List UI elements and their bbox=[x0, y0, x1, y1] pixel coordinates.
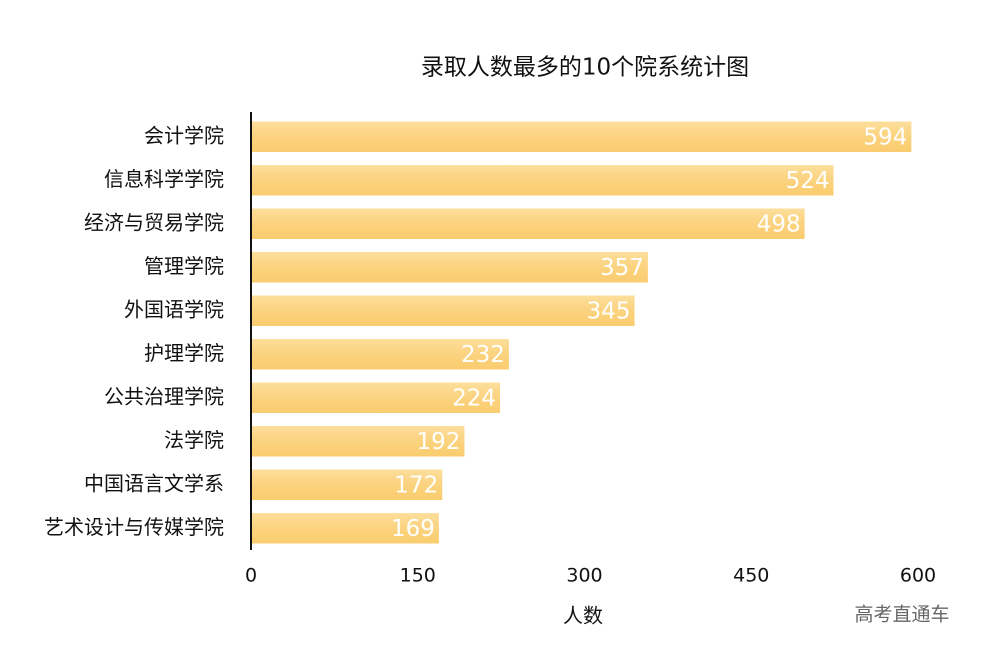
x-tick-label: 0 bbox=[245, 565, 257, 587]
y-tick-label: 艺术设计与传媒学院 bbox=[44, 515, 224, 539]
watermark: 高考直通车 bbox=[854, 604, 949, 626]
bar-shade bbox=[251, 513, 439, 544]
y-tick-label: 会计学院 bbox=[144, 123, 224, 147]
bar-shade bbox=[251, 382, 501, 413]
bar-shade bbox=[251, 252, 648, 283]
y-tick-label: 公共治理学院 bbox=[104, 384, 224, 408]
y-tick-label: 外国语学院 bbox=[124, 297, 224, 321]
value-label: 357 bbox=[600, 255, 644, 281]
x-tick-label: 450 bbox=[733, 565, 769, 587]
y-tick-label: 信息科学学院 bbox=[104, 167, 224, 191]
value-label: 224 bbox=[452, 385, 496, 411]
value-label: 169 bbox=[391, 516, 435, 542]
bar-shade bbox=[251, 121, 912, 152]
chart-title: 录取人数最多的10个院系统计图 bbox=[421, 55, 749, 81]
value-label: 232 bbox=[461, 342, 505, 368]
x-axis-label: 人数 bbox=[563, 604, 603, 628]
y-tick-label: 法学院 bbox=[164, 428, 224, 452]
bar-shade bbox=[251, 295, 635, 326]
bar-shade bbox=[251, 165, 834, 196]
value-label: 498 bbox=[757, 211, 801, 237]
bar-shade bbox=[251, 339, 509, 370]
y-tick-label: 护理学院 bbox=[144, 341, 224, 365]
y-tick-label: 中国语言文学系 bbox=[84, 471, 224, 495]
bar-shade bbox=[251, 426, 465, 457]
x-tick-label: 150 bbox=[400, 565, 436, 587]
x-tick-label: 600 bbox=[900, 565, 936, 587]
y-tick-label: 管理学院 bbox=[144, 254, 224, 278]
value-label: 524 bbox=[786, 168, 830, 194]
value-label: 594 bbox=[863, 124, 907, 150]
bar-shade bbox=[251, 208, 805, 239]
value-label: 172 bbox=[394, 472, 438, 498]
x-tick-label: 300 bbox=[566, 565, 602, 587]
bar-shade bbox=[251, 469, 443, 500]
value-label: 192 bbox=[417, 429, 461, 455]
value-label: 345 bbox=[587, 298, 631, 324]
y-tick-label: 经济与贸易学院 bbox=[84, 210, 224, 234]
